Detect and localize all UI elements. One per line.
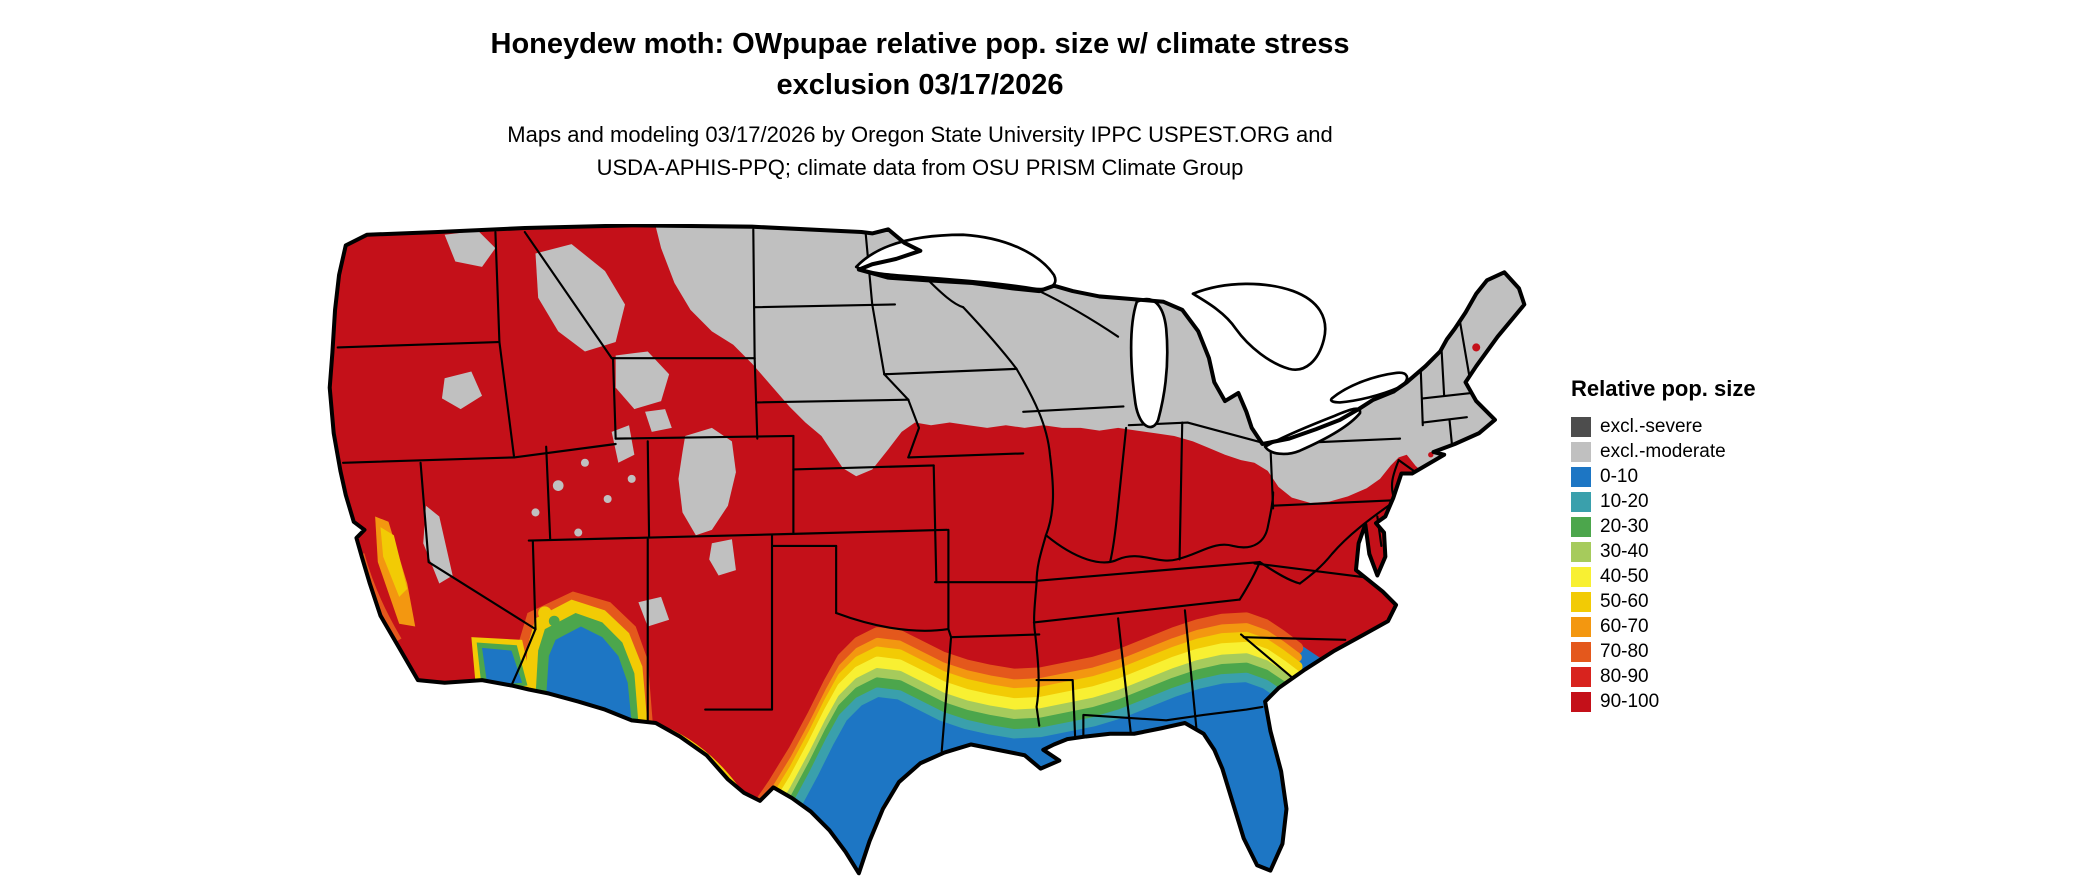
legend-item: 90-100 bbox=[1571, 689, 1831, 714]
legend-item-label: 70-80 bbox=[1600, 641, 1649, 662]
legend-item-label: 0-10 bbox=[1600, 466, 1639, 487]
legend-items: excl.-severe excl.-moderate 0-10 10-20 20-30… bbox=[1571, 414, 1831, 714]
page-subtitle: Maps and modeling 03/17/2026 by Oregon S… bbox=[0, 118, 1840, 184]
page-title: Honeydew moth: OWpupae relative pop. siz… bbox=[0, 24, 1840, 106]
legend-swatch bbox=[1571, 416, 1591, 437]
us-outline bbox=[327, 224, 1527, 876]
legend-swatch bbox=[1571, 441, 1591, 462]
legend-item-label: 10-20 bbox=[1600, 491, 1649, 512]
legend-swatch bbox=[1571, 691, 1591, 712]
legend-item-label: excl.-severe bbox=[1600, 416, 1703, 437]
map-fill-layers bbox=[329, 225, 1525, 874]
legend-item-label: 30-40 bbox=[1600, 541, 1649, 562]
map-gray-mountain-patches bbox=[423, 230, 736, 627]
title-line-2: exclusion 03/17/2026 bbox=[776, 69, 1064, 101]
legend-swatch bbox=[1571, 666, 1591, 687]
legend-item-label: excl.-moderate bbox=[1600, 441, 1726, 462]
legend-item: 40-50 bbox=[1571, 564, 1831, 589]
subtitle-line-1: Maps and modeling 03/17/2026 by Oregon S… bbox=[507, 122, 1333, 147]
us-map-container bbox=[311, 224, 1527, 884]
legend-swatch bbox=[1571, 491, 1591, 512]
legend-item-label: 60-70 bbox=[1600, 616, 1649, 637]
legend-item: 60-70 bbox=[1571, 614, 1831, 639]
legend-swatch bbox=[1571, 591, 1591, 612]
legend-swatch bbox=[1571, 616, 1591, 637]
legend-swatch bbox=[1571, 566, 1591, 587]
legend-item: 50-60 bbox=[1571, 589, 1831, 614]
title-block: Honeydew moth: OWpupae relative pop. siz… bbox=[0, 24, 1840, 184]
legend-item: excl.-severe bbox=[1571, 414, 1831, 439]
legend-item: 70-80 bbox=[1571, 639, 1831, 664]
us-map bbox=[327, 224, 1527, 876]
legend-item: 10-20 bbox=[1571, 489, 1831, 514]
legend-title: Relative pop. size bbox=[1571, 376, 1756, 401]
legend-item: excl.-moderate bbox=[1571, 439, 1831, 464]
legend-swatch bbox=[1571, 466, 1591, 487]
legend-swatch bbox=[1571, 516, 1591, 537]
lake-michigan bbox=[1129, 297, 1169, 429]
legend-item: 80-90 bbox=[1571, 664, 1831, 689]
legend-item-label: 90-100 bbox=[1600, 691, 1660, 712]
legend-item: 0-10 bbox=[1571, 464, 1831, 489]
legend-item: 30-40 bbox=[1571, 539, 1831, 564]
legend-swatch bbox=[1571, 541, 1591, 562]
legend-item: 20-30 bbox=[1571, 514, 1831, 539]
title-line-1: Honeydew moth: OWpupae relative pop. siz… bbox=[490, 28, 1350, 60]
subtitle-line-2: USDA-APHIS-PPQ; climate data from OSU PR… bbox=[596, 155, 1244, 180]
legend-swatch bbox=[1571, 641, 1591, 662]
legend: Relative pop. size excl.-severe excl.-mod… bbox=[1571, 376, 1831, 714]
legend-item-label: 20-30 bbox=[1600, 516, 1649, 537]
legend-item-label: 40-50 bbox=[1600, 566, 1649, 587]
legend-item-label: 50-60 bbox=[1600, 591, 1649, 612]
legend-item-label: 80-90 bbox=[1600, 666, 1649, 687]
lake-huron bbox=[1191, 282, 1327, 371]
